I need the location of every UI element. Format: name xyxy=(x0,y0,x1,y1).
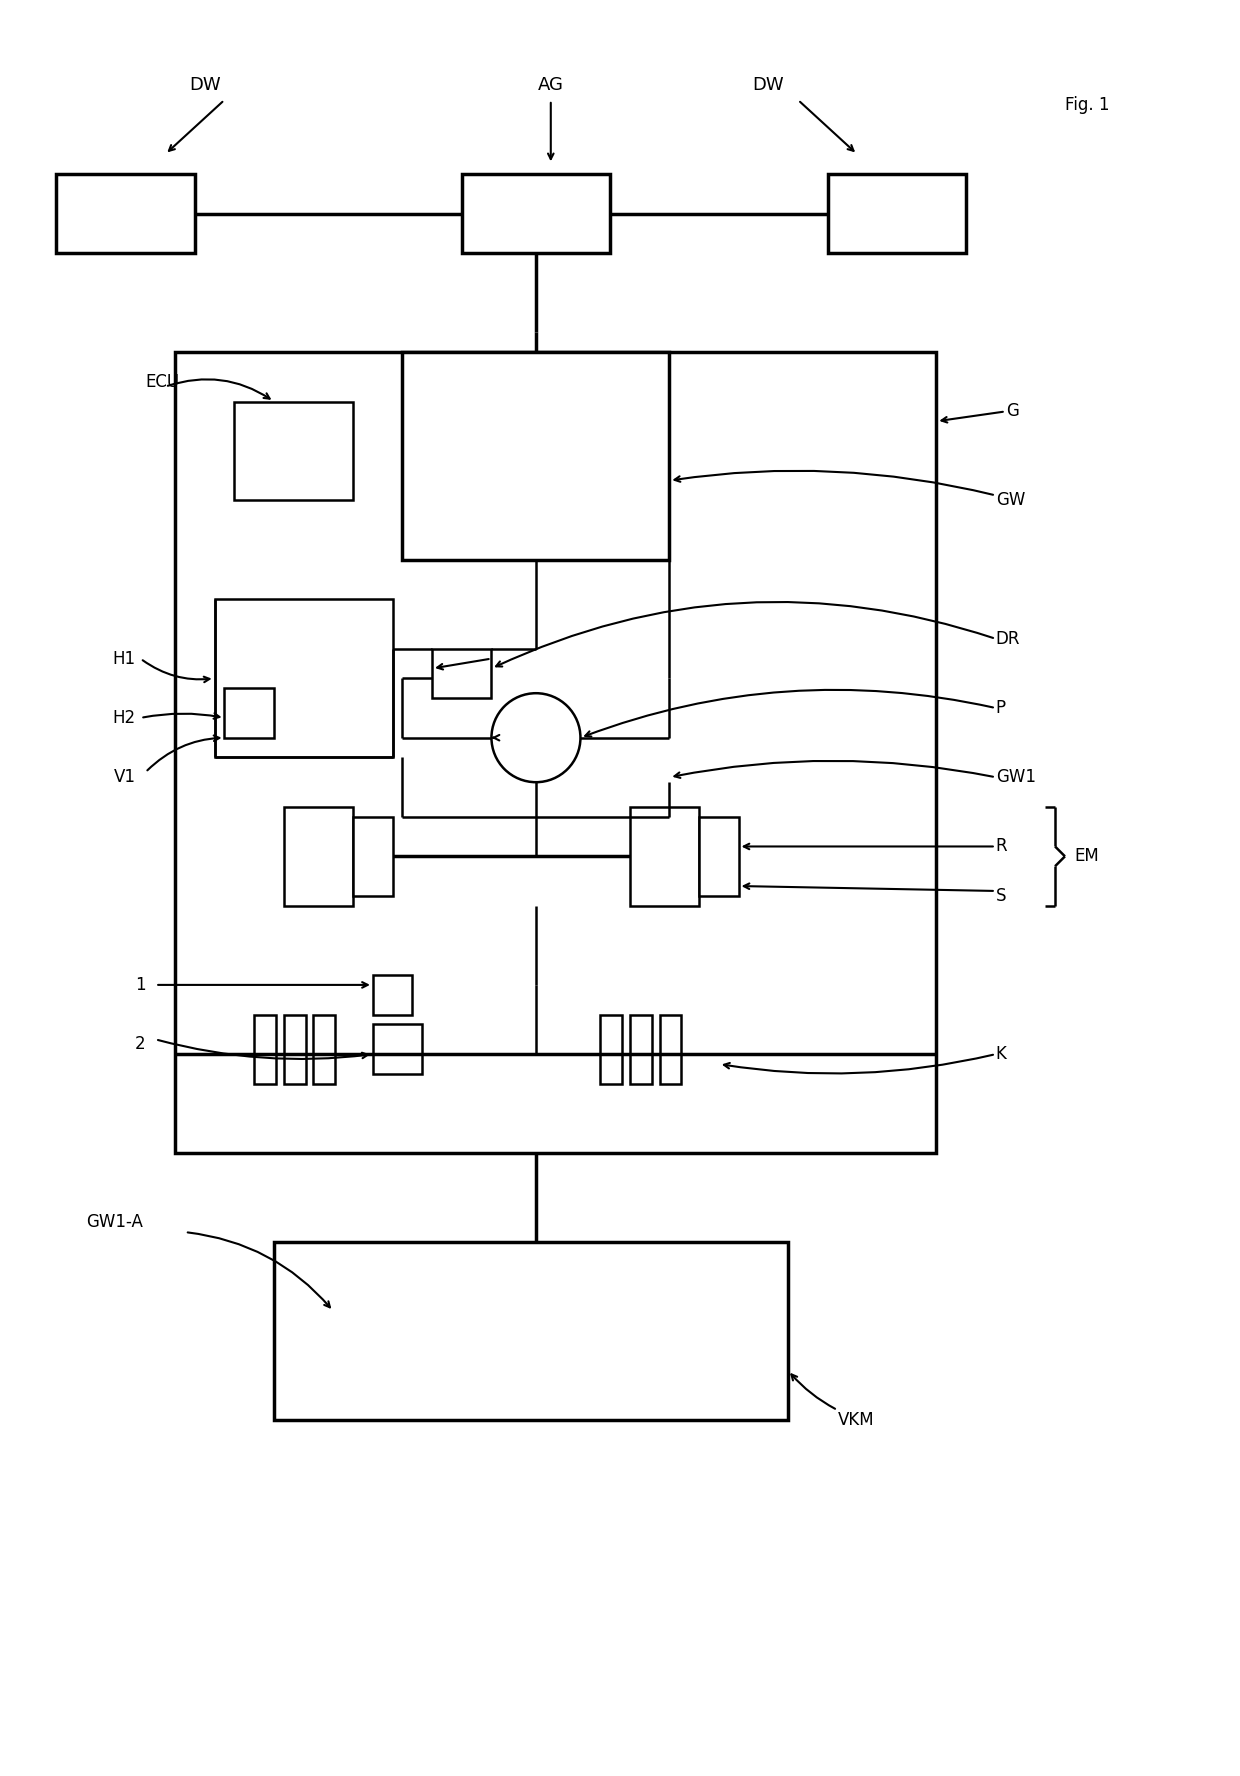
Bar xyxy=(827,174,966,254)
Text: GW1: GW1 xyxy=(996,769,1035,787)
Bar xyxy=(56,174,195,254)
Text: AG: AG xyxy=(538,76,564,94)
Text: EM: EM xyxy=(1075,847,1100,865)
Text: Fig. 1: Fig. 1 xyxy=(1065,96,1110,114)
Text: G: G xyxy=(1006,403,1018,421)
Bar xyxy=(630,806,699,906)
Text: GW: GW xyxy=(996,492,1025,510)
Text: GW1-A: GW1-A xyxy=(86,1213,143,1231)
Bar xyxy=(373,975,413,1014)
Text: DR: DR xyxy=(996,630,1021,648)
Text: DW: DW xyxy=(188,76,221,94)
Bar xyxy=(432,648,491,698)
Bar xyxy=(175,352,936,1153)
Text: H2: H2 xyxy=(113,709,135,726)
Text: K: K xyxy=(996,1044,1007,1064)
Bar xyxy=(403,352,670,559)
Bar xyxy=(600,1014,622,1083)
Bar xyxy=(284,1014,305,1083)
Text: 1: 1 xyxy=(135,975,145,995)
Text: V1: V1 xyxy=(114,769,135,787)
Bar xyxy=(699,817,739,895)
Bar xyxy=(215,599,393,758)
Text: P: P xyxy=(996,700,1006,718)
Bar xyxy=(373,1025,423,1074)
Text: DW: DW xyxy=(753,76,784,94)
Bar xyxy=(284,806,353,906)
Bar xyxy=(314,1014,335,1083)
Bar xyxy=(353,817,393,895)
Text: 2: 2 xyxy=(135,1035,145,1053)
Bar xyxy=(224,689,274,737)
Bar xyxy=(660,1014,681,1083)
Text: R: R xyxy=(996,838,1007,856)
Bar xyxy=(461,174,610,254)
Bar xyxy=(234,401,353,501)
Text: H1: H1 xyxy=(113,650,135,668)
Text: S: S xyxy=(996,886,1006,906)
Text: VKM: VKM xyxy=(837,1410,874,1430)
Text: ECU: ECU xyxy=(145,373,180,391)
Bar xyxy=(630,1014,652,1083)
Bar xyxy=(274,1241,789,1421)
Bar xyxy=(254,1014,275,1083)
